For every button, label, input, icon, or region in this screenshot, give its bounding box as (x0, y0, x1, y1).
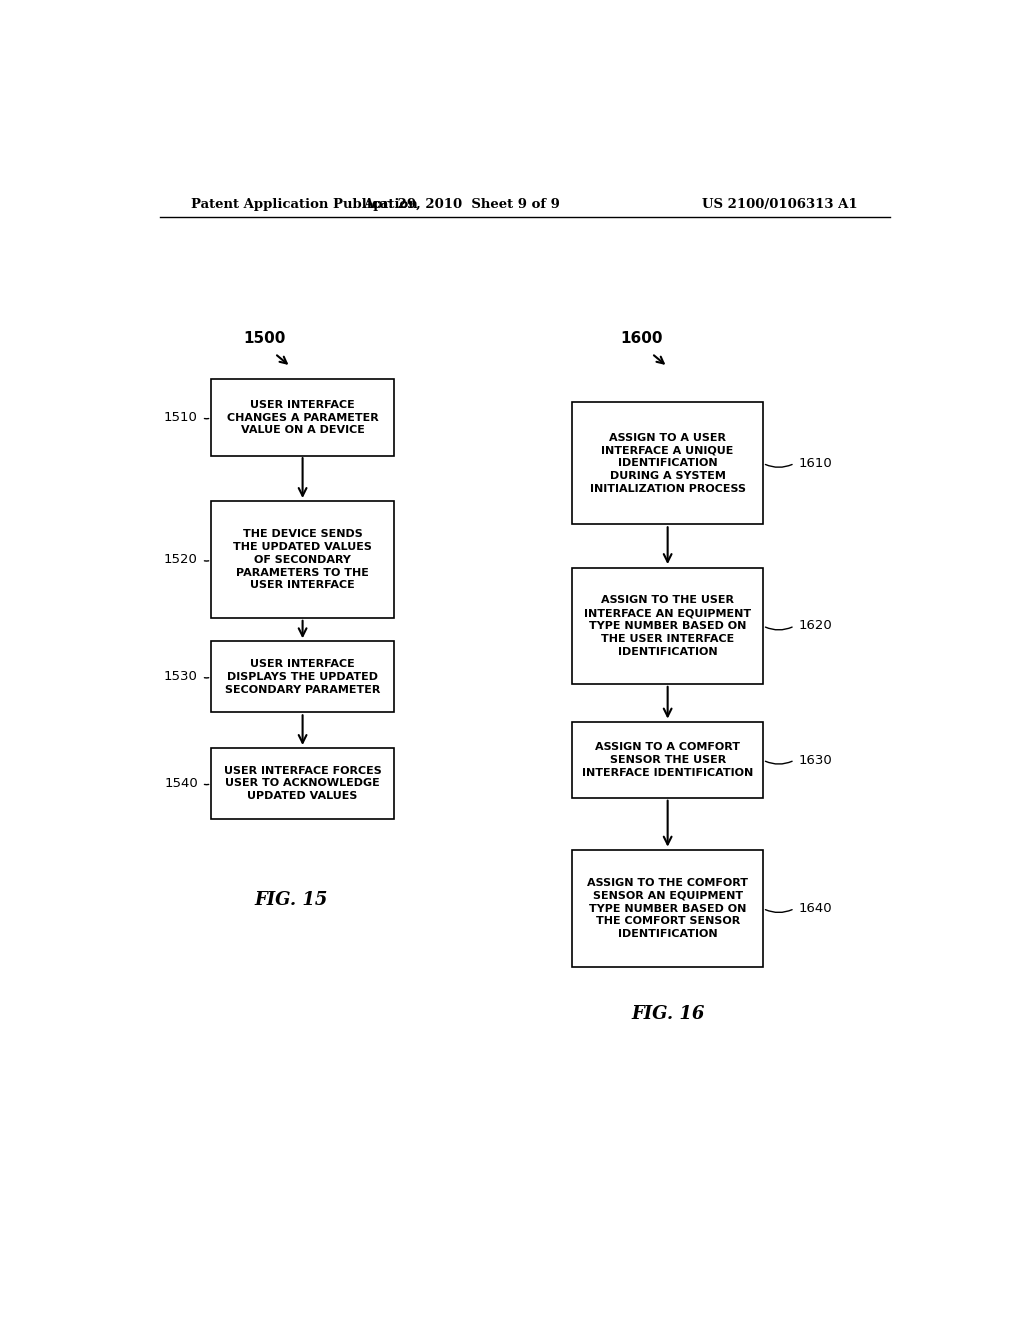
Text: ASSIGN TO A COMFORT
SENSOR THE USER
INTERFACE IDENTIFICATION: ASSIGN TO A COMFORT SENSOR THE USER INTE… (582, 742, 754, 777)
Text: 1640: 1640 (799, 902, 833, 915)
Text: ASSIGN TO A USER
INTERFACE A UNIQUE
IDENTIFICATION
DURING A SYSTEM
INITIALIZATIO: ASSIGN TO A USER INTERFACE A UNIQUE IDEN… (590, 433, 745, 494)
Text: 1530: 1530 (164, 671, 198, 684)
Text: Apr. 29, 2010  Sheet 9 of 9: Apr. 29, 2010 Sheet 9 of 9 (362, 198, 560, 211)
Text: USER INTERFACE
DISPLAYS THE UPDATED
SECONDARY PARAMETER: USER INTERFACE DISPLAYS THE UPDATED SECO… (225, 659, 380, 694)
Text: FIG. 16: FIG. 16 (631, 1006, 705, 1023)
Bar (572, 722, 763, 799)
Text: Patent Application Publication: Patent Application Publication (191, 198, 418, 211)
Text: 1610: 1610 (799, 457, 833, 470)
Text: 1510: 1510 (164, 411, 198, 424)
Text: 1520: 1520 (164, 553, 198, 566)
Text: US 2100/0106313 A1: US 2100/0106313 A1 (702, 198, 858, 211)
Text: FIG. 15: FIG. 15 (254, 891, 328, 909)
Text: 1540: 1540 (164, 777, 198, 789)
Bar (211, 379, 394, 455)
Text: ASSIGN TO THE USER
INTERFACE AN EQUIPMENT
TYPE NUMBER BASED ON
THE USER INTERFAC: ASSIGN TO THE USER INTERFACE AN EQUIPMEN… (584, 595, 752, 656)
Text: 1500: 1500 (243, 331, 286, 346)
Text: THE DEVICE SENDS
THE UPDATED VALUES
OF SECONDARY
PARAMETERS TO THE
USER INTERFAC: THE DEVICE SENDS THE UPDATED VALUES OF S… (233, 529, 372, 590)
Text: 1630: 1630 (799, 754, 833, 767)
Bar (572, 403, 763, 524)
Bar (211, 642, 394, 713)
Text: ASSIGN TO THE COMFORT
SENSOR AN EQUIPMENT
TYPE NUMBER BASED ON
THE COMFORT SENSO: ASSIGN TO THE COMFORT SENSOR AN EQUIPMEN… (587, 878, 749, 939)
Bar (211, 748, 394, 818)
Text: 1600: 1600 (620, 331, 663, 346)
Bar (572, 568, 763, 684)
Text: USER INTERFACE
CHANGES A PARAMETER
VALUE ON A DEVICE: USER INTERFACE CHANGES A PARAMETER VALUE… (226, 400, 379, 436)
Text: USER INTERFACE FORCES
USER TO ACKNOWLEDGE
UPDATED VALUES: USER INTERFACE FORCES USER TO ACKNOWLEDG… (223, 766, 382, 801)
Bar (211, 502, 394, 618)
Text: 1620: 1620 (799, 619, 833, 632)
Bar (572, 850, 763, 968)
